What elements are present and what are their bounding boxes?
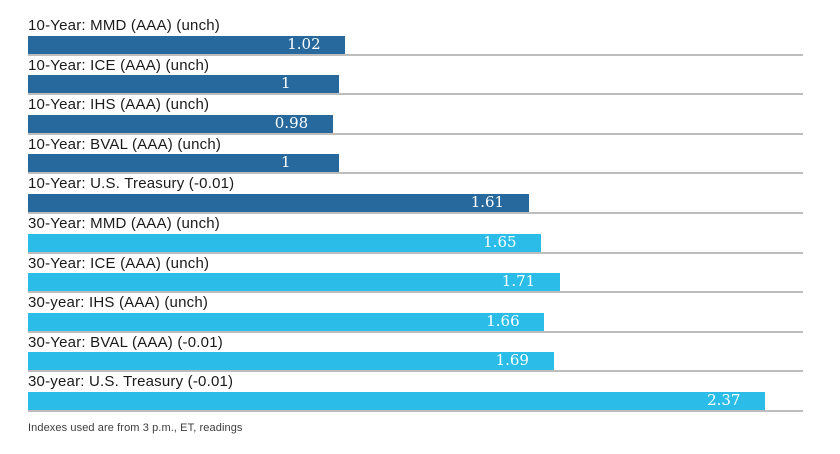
bar <box>28 193 529 212</box>
bar <box>28 154 339 173</box>
bar-value-label: 1.65 <box>483 232 517 251</box>
bar <box>28 114 333 133</box>
bar-category-label: 10-Year: MMD (AAA) (unch) <box>28 17 221 34</box>
bar-value-label: 1 <box>281 74 291 93</box>
bar-value-label: 1.02 <box>287 34 321 53</box>
bar-value-label: 1.71 <box>501 272 536 291</box>
bar-category-label: 10-Year: ICE (AAA) (unch) <box>28 56 210 74</box>
bar-category-label: 10-Year: BVAL (AAA) (unch) <box>28 135 222 153</box>
bar-track: 1 <box>28 153 803 175</box>
bar-row: 30-year: IHS (AAA) (unch) 1.66 <box>28 293 803 333</box>
bar-value-label: 1.61 <box>470 192 505 211</box>
bar-row: 10-Year: MMD (AAA) (unch) 1.02 <box>28 16 803 56</box>
bar-row: 10-Year: U.S. Treasury (-0.01) 1.61 <box>28 174 803 214</box>
bar-row: 30-Year: MMD (AAA) (unch) 1.65 <box>28 214 803 254</box>
chart-footnote: Indexes used are from 3 p.m., ET, readin… <box>28 421 243 434</box>
bar-track: 1.61 <box>28 192 803 214</box>
bar-row: 30-Year: ICE (AAA) (unch) 1.71 <box>28 254 803 294</box>
bar-track: 1.66 <box>28 311 803 333</box>
bar-category-label: 30-Year: BVAL (AAA) (-0.01) <box>28 333 223 351</box>
bar-row: 30-Year: BVAL (AAA) (-0.01) 1.69 <box>28 333 803 373</box>
bar-track: 2.37 <box>28 390 803 412</box>
bar-category-label: 10-Year: U.S. Treasury (-0.01) <box>28 175 235 193</box>
bar-row: 10-Year: BVAL (AAA) (unch) 1 <box>28 135 803 175</box>
yield-bar-chart: 10-Year: MMD (AAA) (unch) 1.02 10-Year: IC… <box>28 16 803 434</box>
bar-category-label: 30-Year: MMD (AAA) (unch) <box>28 214 221 232</box>
bar-value-label: 1.66 <box>486 311 520 330</box>
bar-row: 30-year: U.S. Treasury (-0.01) 2.37 <box>28 372 803 412</box>
bar-category-label: 30-year: IHS (AAA) (unch) <box>28 294 209 312</box>
bar-category-label: 30-year: U.S. Treasury (-0.01) <box>28 373 234 391</box>
bar-category-label: 10-Year: IHS (AAA) (unch) <box>28 96 210 114</box>
bar-track: 1.02 <box>28 34 803 56</box>
bar-track: 1 <box>28 74 803 96</box>
bar-row: 10-Year: IHS (AAA) (unch) 0.98 <box>28 95 803 135</box>
bar-track: 1.71 <box>28 272 803 294</box>
bar <box>28 352 554 371</box>
bar <box>28 233 542 252</box>
chart-rows: 10-Year: MMD (AAA) (unch) 1.02 10-Year: IC… <box>28 16 803 412</box>
bar-value-label: 2.37 <box>707 390 741 409</box>
bar-track: 1.65 <box>28 232 803 254</box>
bar <box>28 391 766 410</box>
bar-track: 1.69 <box>28 351 803 373</box>
bar <box>28 75 339 94</box>
bar <box>28 312 545 331</box>
bar-track: 0.98 <box>28 113 803 135</box>
bar-row: 10-Year: ICE (AAA) (unch) 1 <box>28 56 803 96</box>
bar <box>28 35 346 54</box>
bar-category-label: 30-Year: ICE (AAA) (unch) <box>28 254 210 272</box>
bar <box>28 273 560 292</box>
bar-value-label: 1 <box>281 153 291 172</box>
bar-value-label: 1.69 <box>495 351 529 370</box>
bar-value-label: 0.98 <box>274 113 309 132</box>
